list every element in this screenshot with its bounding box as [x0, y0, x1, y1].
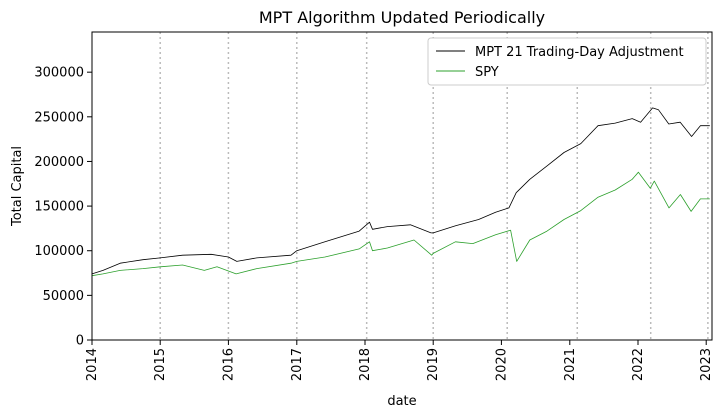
x-tick-label: 2015 — [153, 348, 168, 381]
y-tick-label: 150000 — [34, 200, 84, 215]
legend-label-spy: SPY — [475, 65, 499, 80]
x-tick-label: 2022 — [631, 348, 646, 381]
x-tick-label: 2018 — [358, 348, 373, 381]
y-tick-label: 200000 — [34, 155, 84, 170]
x-tick-label: 2017 — [290, 348, 305, 381]
x-tick-label: 2014 — [85, 348, 100, 381]
legend: MPT 21 Trading-Day Adjustment SPY — [427, 37, 707, 86]
y-axis-label: Total Capital — [10, 146, 25, 227]
y-tick-label: 100000 — [34, 244, 84, 259]
y-tick-label: 300000 — [34, 66, 84, 81]
x-tick-label: 2021 — [563, 348, 578, 381]
plot-lines — [91, 107, 710, 277]
x-tick-label: 2019 — [426, 348, 441, 381]
legend-box — [427, 37, 707, 86]
series-line-mpt — [91, 107, 710, 275]
x-axis-label: date — [387, 394, 416, 409]
y-axis: 0 50000 100000 150000 200000 250000 300000 — [34, 66, 92, 349]
x-tick-label: 2016 — [221, 348, 236, 381]
series-line-spy — [91, 171, 710, 277]
x-tick-label: 2023 — [699, 348, 714, 381]
y-tick-label: 50000 — [43, 289, 84, 304]
y-tick-label: 250000 — [34, 110, 84, 125]
x-axis: 2014 2015 2016 2017 2018 2019 2020 2021 2022 2023 — [85, 340, 714, 381]
y-tick-label: 0 — [76, 334, 84, 349]
chart-title: MPT Algorithm Updated Periodically — [259, 8, 545, 27]
legend-label-mpt: MPT 21 Trading-Day Adjustment — [475, 45, 684, 60]
x-tick-label: 2020 — [494, 348, 509, 381]
plot-frame — [91, 31, 713, 341]
